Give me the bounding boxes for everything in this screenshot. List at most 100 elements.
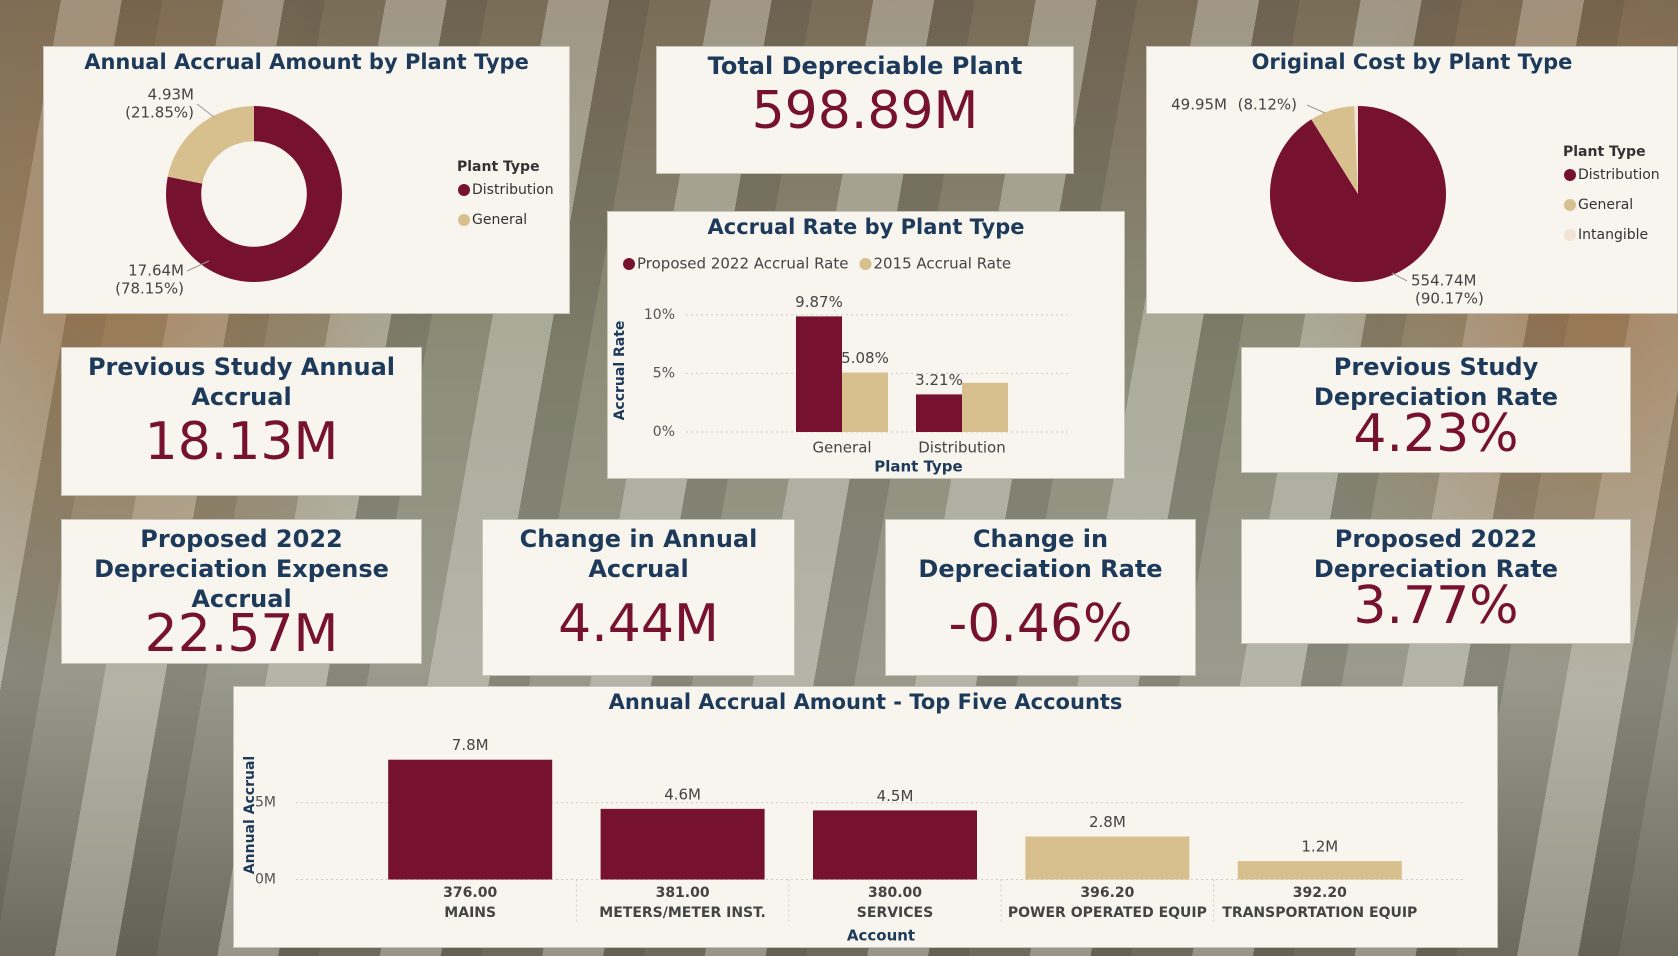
x-tick-name: METERS/METER INST. [599,905,766,921]
pie-slice [166,106,343,282]
chart-title: Accrual Rate by Plant Type [708,215,1025,239]
bar [962,382,1008,432]
data-label: 4.6M [664,785,701,803]
kpi-value: 598.89M [751,81,979,141]
legend-swatch [458,214,470,226]
y-axis-title: Annual Accrual [242,756,258,874]
bar [600,808,765,880]
legend-label: 2015 Accrual Rate [873,255,1011,273]
kpi-value: 4.23% [1353,404,1519,464]
bar [796,316,842,432]
kpi-title: Proposed 2022 Depreciation Rate [1313,525,1559,583]
kpi-card: Proposed 2022 Depreciation Rate 3.77% [1241,519,1631,644]
kpi-value: 22.57M [144,604,339,664]
x-tick-name: MAINS [444,905,496,921]
x-axis-title: Plant Type [874,458,962,476]
percent-label: (78.15%) [115,280,184,298]
data-label: 4.93M [148,86,194,104]
chart-title: Annual Accrual Amount - Top Five Account… [609,690,1123,714]
chart: Accrual Rate by Plant Type 0% 5% 10% 9.87% 5.… [612,215,1071,476]
y-tick-label: 5M [255,795,276,811]
chart-panel: Annual Accrual Amount by Plant Type 17.64… [43,46,570,314]
kpi-title: Total Depreciable Plant [707,52,1023,80]
kpi-value: 3.77% [1353,576,1519,636]
legend-label: General [1578,197,1633,213]
x-tick-name: TRANSPORTATION EQUIP [1222,905,1417,921]
chart-panel: Original Cost by Plant Type 554.74M (90.17… [1146,46,1678,314]
bar [1237,861,1402,880]
bar [916,394,962,432]
x-tick-label: Distribution [918,439,1006,457]
x-axis-title: Account [847,927,915,945]
legend-label: Distribution [1578,167,1660,183]
percent-label: (21.85%) [125,104,194,122]
bar [388,759,553,880]
bar [842,372,888,432]
kpi-card: Previous Study Depreciation Rate 4.23% [1241,347,1631,473]
x-tick-label: 396.20 [1080,885,1134,901]
kpi-value: -0.46% [948,594,1133,654]
legend-swatch [458,184,470,196]
legend-label: Distribution [472,182,554,198]
chart-title: Original Cost by Plant Type [1252,50,1573,74]
x-tick-label: 392.20 [1293,885,1347,901]
data-label: 49.95M [1171,96,1227,114]
data-label: 1.2M [1301,838,1338,856]
bar [813,810,977,880]
leader-line [186,260,210,272]
legend-swatch [1564,199,1576,211]
x-tick-label: 381.00 [656,885,710,901]
legend-swatch [1564,229,1576,241]
x-tick-name: SERVICES [857,905,933,921]
y-tick-label: 0M [255,872,276,888]
kpi-card: Change in Depreciation Rate -0.46% [885,519,1196,676]
kpi-card: Previous Study Annual Accrual 18.13M [61,347,422,496]
chart-title: Annual Accrual Amount by Plant Type [84,50,529,74]
data-label: 4.5M [877,787,914,805]
chart: Annual Accrual Amount by Plant Type 17.64… [84,50,554,298]
pie-slice [1354,106,1358,194]
x-tick-name: POWER OPERATED EQUIP [1008,905,1207,921]
data-label: 9.87% [795,293,843,311]
chart: Annual Accrual Amount - Top Five Account… [242,690,1466,945]
kpi-card: Proposed 2022 Depreciation Expense Accru… [61,519,422,664]
kpi-card: Change in Annual Accrual 4.44M [482,519,795,676]
kpi-title: Proposed 2022 Depreciation Expense Accru… [94,525,389,613]
y-tick-label: 0% [653,424,675,440]
kpi-title: Previous Study Annual Accrual [87,353,396,411]
kpi-title: Change in Depreciation Rate [918,525,1163,583]
percent-label: (90.17%) [1415,290,1484,308]
legend-title: Plant Type [1563,144,1646,160]
data-label: 554.74M [1411,272,1476,290]
percent-label: (8.12%) [1238,96,1297,114]
x-tick-label: 380.00 [868,885,922,901]
kpi-title: Change in Annual Accrual [519,525,758,583]
legend-swatch [623,258,635,270]
bar [1025,836,1190,880]
kpi-card: Total Depreciable Plant 598.89M [656,46,1074,174]
kpi-value: 4.44M [558,594,719,654]
data-label: 5.08% [841,349,889,367]
y-tick-label: 10% [644,307,675,323]
leader-line [196,103,215,118]
y-tick-label: 5% [653,365,675,381]
legend-title: Plant Type [457,159,540,175]
legend-label: Proposed 2022 Accrual Rate [637,255,848,273]
chart-panel: Annual Accrual Amount - Top Five Account… [233,686,1498,948]
kpi-title: Previous Study Depreciation Rate [1313,353,1559,411]
data-label: 2.8M [1089,813,1126,831]
x-tick-label: 376.00 [443,885,497,901]
pie-slice [167,106,254,184]
data-label: 17.64M [128,262,184,280]
legend-swatch [1564,169,1576,181]
chart: Original Cost by Plant Type 554.74M(90.17… [1171,50,1660,308]
pie-slice [1311,106,1358,194]
legend-swatch [859,258,872,270]
legend-label: General [472,212,527,228]
x-tick-label: General [812,439,871,457]
leader-line [1391,272,1408,282]
y-axis-title: Accrual Rate [612,321,628,421]
data-label: 7.8M [452,736,489,754]
data-label: 3.21% [915,371,963,389]
